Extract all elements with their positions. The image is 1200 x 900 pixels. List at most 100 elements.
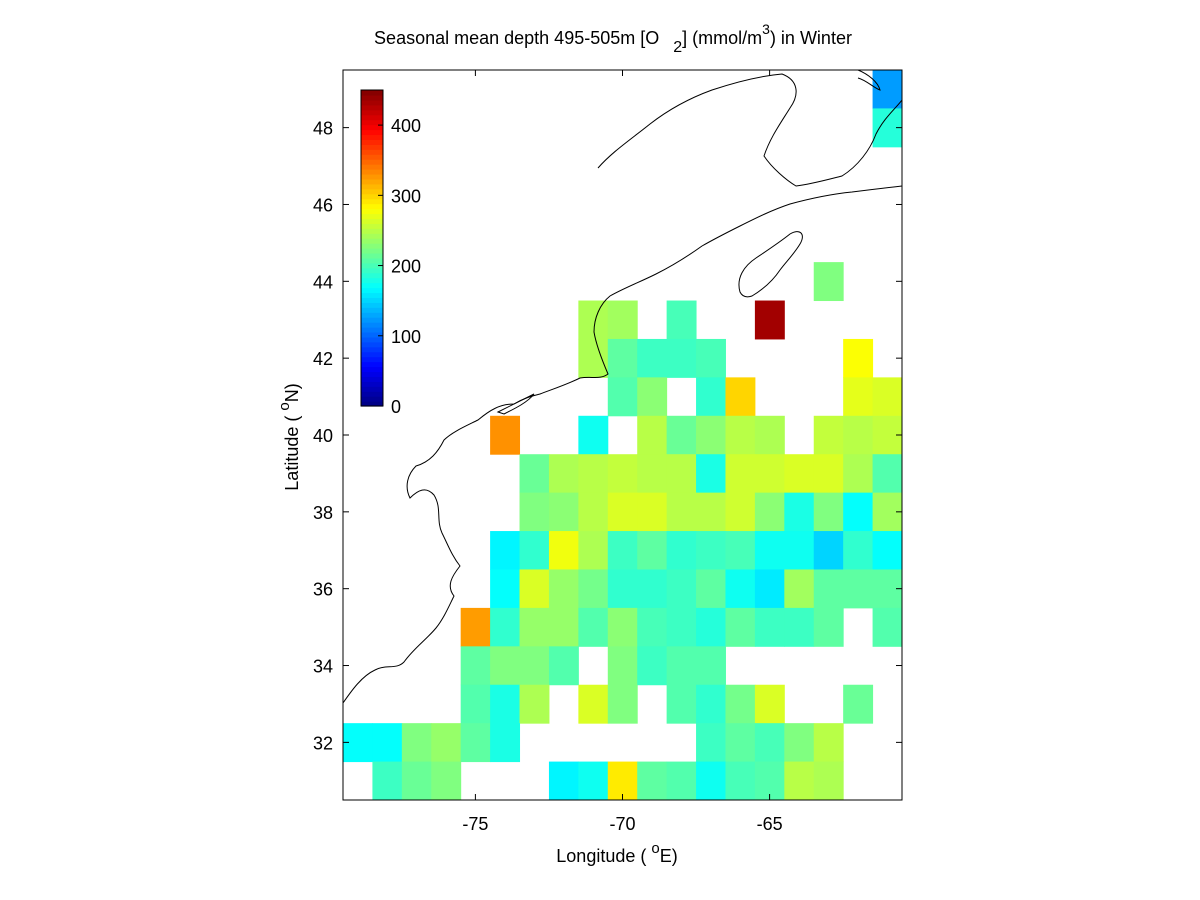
heatmap-cell [431, 761, 462, 800]
heatmap-cell [843, 454, 874, 494]
heatmap-cell [696, 415, 726, 455]
colorbar-step [361, 262, 383, 269]
heatmap-cell [902, 377, 932, 416]
colorbar-step [361, 169, 383, 175]
heatmap-cell [902, 454, 932, 493]
heatmap-cell [431, 800, 461, 839]
heatmap-cell [548, 531, 579, 570]
heatmap-cell [637, 531, 668, 570]
heatmap-cell [460, 684, 491, 724]
heatmap-cells [343, 70, 932, 839]
colorbar-step [361, 381, 383, 387]
colorbar-step [361, 94, 383, 101]
heatmap-cell [666, 569, 697, 609]
heatmap-cell [519, 454, 550, 494]
heatmap-cell [784, 492, 815, 532]
heatmap-cell [872, 454, 902, 494]
heatmap-cell [637, 377, 668, 417]
heatmap-cell [813, 454, 844, 494]
colorbar-step [361, 198, 383, 205]
heatmap-cell [578, 684, 609, 724]
heatmap-cell [460, 607, 491, 647]
heatmap-cell [460, 723, 491, 763]
colorbar-step [361, 119, 383, 126]
colorbar-step [361, 208, 383, 215]
heatmap-cell [637, 492, 668, 532]
heatmap-cell [754, 761, 785, 800]
heatmap-cell [666, 607, 697, 647]
colorbar-step [361, 134, 383, 140]
heatmap-cell [872, 607, 902, 647]
heatmap-cell [519, 607, 550, 647]
heatmap-cell [754, 492, 785, 532]
heatmap-cell [490, 646, 521, 686]
y-tick-label: 34 [313, 657, 333, 677]
colorbar-step [361, 178, 383, 185]
coastline-long-island [496, 393, 535, 415]
heatmap-cell [725, 377, 756, 417]
colorbar-step [361, 327, 383, 333]
colorbar-step [361, 213, 383, 219]
colorbar-step [361, 248, 383, 254]
heatmap-cell [519, 492, 550, 532]
heatmap-cell [372, 723, 403, 763]
heatmap-cell [843, 800, 873, 839]
heatmap-cell [696, 723, 726, 763]
y-axis-ticks: 32 34 36 38 40 42 44 46 48 [313, 119, 902, 753]
colorbar-step [361, 282, 383, 289]
colorbar-step [361, 351, 383, 358]
heatmap-cell [637, 800, 667, 839]
colorbar-step [361, 183, 383, 190]
heatmap-cell [401, 761, 432, 800]
heatmap-cell [548, 646, 579, 686]
x-tick-label: -65 [757, 814, 783, 834]
heatmap-cell [490, 684, 521, 724]
heatmap-cell [637, 761, 668, 800]
heatmap-cell [490, 723, 521, 763]
colorbar-step [361, 292, 383, 298]
colorbar-tick-label: 400 [391, 116, 421, 136]
colorbar-step [361, 129, 383, 136]
heatmap-cell [696, 492, 726, 532]
colorbar-step [361, 401, 383, 407]
heatmap-cell [372, 761, 403, 800]
colorbar-tick-label: 100 [391, 327, 421, 347]
heatmap-cell [843, 377, 874, 417]
heatmap-cell [637, 415, 668, 455]
heatmap-cell [490, 800, 520, 839]
heatmap-cell [725, 415, 756, 455]
title-prefix: Seasonal mean depth 495-505m [O [374, 28, 659, 48]
x-axis-label-post: E) [660, 846, 678, 866]
colorbar-step [361, 322, 383, 328]
colorbar-step [361, 154, 383, 160]
colorbar-step [361, 361, 383, 368]
heatmap-cell [725, 684, 756, 724]
heatmap-cell [607, 569, 638, 609]
heatmap-cell [843, 415, 874, 455]
colorbar-step [361, 391, 383, 397]
heatmap-cell [490, 569, 521, 609]
colorbar-step [361, 90, 383, 96]
heatmap-cell [754, 723, 785, 763]
colorbar-step [361, 297, 383, 303]
heatmap-cell [666, 338, 697, 378]
heatmap-cell [843, 684, 874, 724]
heatmap-cell [607, 684, 638, 724]
y-tick-label: 42 [313, 349, 333, 369]
heatmap-cell [578, 531, 609, 570]
y-tick-label: 44 [313, 272, 333, 292]
colorbar-step [361, 336, 383, 343]
colorbar-step [361, 307, 383, 313]
heatmap-cell [607, 300, 638, 340]
colorbar-step [361, 287, 383, 294]
title-superscript: 3 [762, 21, 770, 37]
coastline-mainland [343, 185, 902, 704]
heatmap-cell [607, 761, 638, 800]
colorbar-step [361, 149, 383, 155]
heatmap-cell [578, 761, 609, 800]
heatmap-cell [666, 646, 697, 686]
colorbar-step [361, 277, 383, 284]
heatmap-cell [548, 569, 579, 609]
heatmap-cell [637, 607, 668, 647]
heatmap-cell [666, 684, 697, 724]
